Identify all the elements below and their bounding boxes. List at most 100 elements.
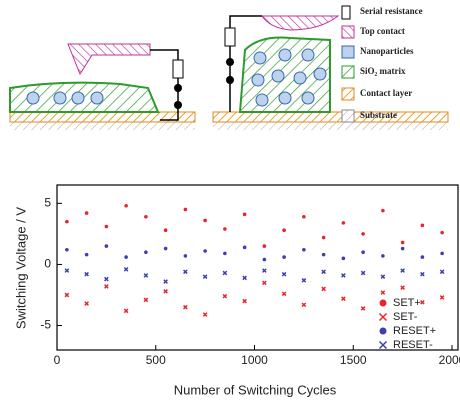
marker-x (222, 293, 228, 299)
marker-dot (203, 249, 207, 253)
marker-dot (282, 255, 286, 259)
marker-dot (65, 247, 69, 252)
marker-x (378, 312, 388, 322)
marker-dot (381, 254, 385, 258)
x-tick-label: 0 (54, 353, 61, 367)
marker-dot (361, 250, 365, 255)
legend-swatch (341, 87, 355, 101)
marker-x (84, 271, 89, 277)
marker-dot (163, 228, 168, 233)
marker-dot (124, 255, 128, 259)
marker-dot (262, 257, 267, 262)
marker-x (242, 275, 247, 281)
legend-label: Nanoparticles (360, 46, 414, 56)
marker-x (420, 271, 425, 277)
marker-dot (341, 221, 346, 225)
marker-dot (321, 235, 326, 240)
resistor (172, 59, 184, 79)
marker-dot (400, 246, 405, 251)
marker-dot (341, 256, 346, 261)
marker-x (222, 270, 228, 276)
top-contact (67, 43, 151, 76)
legend-swatch (341, 45, 355, 59)
legend-label: RESET- (393, 339, 433, 351)
legend-swatch (341, 25, 355, 39)
marker-x (143, 297, 149, 303)
legend-label: SiO₂ matrix (360, 66, 406, 76)
marker-x (123, 308, 129, 314)
legend-label: SET+ (393, 297, 421, 309)
marker-x (202, 274, 208, 279)
marker-dot (282, 228, 286, 233)
marker-x (262, 268, 267, 273)
marker-x (281, 291, 287, 297)
marker-x (380, 290, 386, 295)
marker-dot (321, 252, 326, 257)
marker-dot (440, 230, 444, 235)
marker-dot (302, 247, 306, 252)
marker-x (301, 302, 307, 308)
marker-x (242, 298, 247, 304)
marker-x (420, 300, 425, 305)
marker-x (104, 284, 109, 289)
marker-dot (223, 251, 227, 256)
marker-x (341, 296, 346, 301)
contact-layer (212, 111, 449, 123)
marker-x (341, 273, 346, 278)
marker-dot (104, 224, 109, 229)
marker-dot (381, 208, 385, 213)
switch-contact (174, 101, 182, 109)
substrate (213, 122, 448, 130)
marker-dot (379, 327, 387, 335)
marker-x (84, 301, 89, 306)
marker-dot (242, 212, 247, 217)
legend-label: Contact layer (360, 88, 412, 98)
marker-dot (361, 232, 365, 236)
marker-x (143, 273, 149, 278)
marker-x (439, 295, 445, 300)
marker-x (64, 292, 70, 298)
marker-x (439, 269, 445, 275)
x-tick-label: 2000 (439, 353, 460, 367)
marker-x (378, 340, 388, 350)
marker-dot (420, 223, 425, 228)
marker-dot (124, 203, 128, 208)
substrate (10, 122, 195, 130)
marker-x (104, 276, 109, 282)
marker-dot (144, 250, 148, 255)
y-axis-label: Switching Voltage / V (13, 207, 28, 329)
schematic: Serial resistance Top contact Nanopartic… (9, 5, 449, 130)
legend-label: Substrate (360, 110, 397, 120)
resistor (224, 27, 236, 47)
switch-contact (174, 84, 182, 92)
switch-contact (226, 76, 234, 84)
marker-dot (183, 207, 188, 212)
x-tick-label: 1000 (241, 353, 268, 367)
marker-x (360, 270, 366, 276)
y-tick-label: -5 (40, 318, 51, 332)
marker-x (183, 269, 188, 275)
marker-dot (379, 299, 387, 307)
marker-dot (144, 214, 148, 219)
marker-dot (203, 218, 207, 223)
marker-x (64, 268, 70, 273)
legend-swatch (341, 65, 355, 79)
marker-dot (262, 244, 267, 248)
nanoparticles (251, 48, 327, 107)
marker-dot (183, 254, 188, 258)
nanoparticles (26, 91, 104, 105)
marker-x (163, 289, 168, 294)
marker-x (400, 268, 405, 273)
legend-swatch (341, 5, 351, 20)
y-tick-label: 0 (44, 257, 51, 271)
legend-label: Top contact (360, 26, 405, 36)
top-contact (261, 15, 340, 31)
marker-dot (302, 214, 306, 219)
x-tick-label: 1500 (340, 353, 367, 367)
marker-x (123, 267, 129, 272)
marker-dot (440, 251, 444, 256)
legend-swatch (341, 109, 355, 123)
marker-dot (104, 244, 109, 248)
marker-dot (65, 219, 69, 224)
